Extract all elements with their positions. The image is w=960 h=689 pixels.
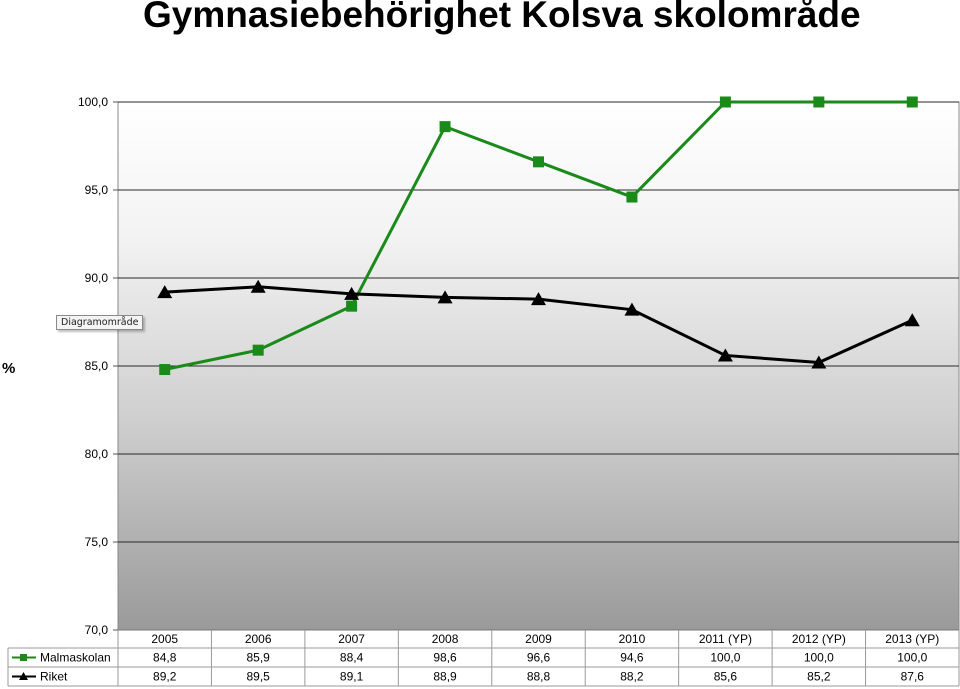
y-tick-label: 90,0: [85, 271, 109, 285]
x-tick-label: 2009: [525, 632, 552, 646]
data-point: [252, 344, 264, 356]
data-point: [346, 300, 358, 312]
y-axis: 70,0 75,0 80,0 85,0 90,0 95,0 100,0: [78, 95, 118, 637]
legend-entry: Malmaskolan: [40, 651, 111, 665]
data-point: [437, 290, 453, 304]
y-axis-label: %: [2, 360, 15, 377]
data-point: [439, 121, 451, 133]
data-table: 2005 2006 2007 2008 2009 2010 2011 (YP) 2012 (Y…: [7, 629, 960, 687]
data-point: [531, 292, 546, 306]
data-label: 88,8: [527, 670, 551, 684]
data-label: 100,0: [804, 651, 834, 665]
data-point: [157, 285, 173, 299]
data-point: [717, 348, 733, 362]
data-point: [626, 191, 638, 203]
data-label: 89,1: [340, 670, 364, 684]
data-point: [811, 355, 827, 369]
data-point: [533, 156, 544, 168]
data-label: 84,8: [153, 651, 177, 665]
data-label: 85,6: [714, 670, 738, 684]
data-label: 98,6: [433, 651, 457, 665]
y-tick-label: 95,0: [85, 183, 109, 197]
data-point: [624, 302, 640, 316]
legend-key-marker: [20, 654, 27, 661]
y-tick-label: 70,0: [85, 623, 109, 637]
data-label: 100,0: [897, 651, 927, 665]
data-label: 94,6: [620, 651, 644, 665]
data-label: 88,2: [620, 670, 644, 684]
data-point: [719, 96, 731, 108]
x-tick-label: 2007: [338, 632, 365, 646]
page-title: Gymnasiebehörighet Kolsva skolområde: [143, 0, 861, 35]
x-tick-label: 2005: [151, 632, 178, 646]
x-tick-label: 2013 (YP): [885, 632, 939, 646]
legend-key-marker: [19, 672, 28, 680]
legend-entry: Riket: [40, 670, 68, 684]
chart-area-tooltip: Diagramområde: [56, 315, 144, 330]
x-tick-label: 2006: [245, 632, 272, 646]
data-label: 96,6: [527, 651, 551, 665]
y-tick-label: 75,0: [85, 535, 109, 549]
series-layer: [157, 96, 920, 376]
y-tick-label: 100,0: [78, 95, 108, 109]
data-point: [250, 279, 266, 293]
data-label: 87,6: [901, 670, 925, 684]
data-label: 85,2: [807, 670, 831, 684]
data-label: 100,0: [710, 651, 740, 665]
data-point: [344, 286, 360, 300]
y-tick-label: 85,0: [85, 359, 109, 373]
data-label: 88,9: [433, 670, 457, 684]
y-tick-label: 80,0: [85, 447, 109, 461]
x-tick-label: 2012 (YP): [792, 632, 846, 646]
data-label: 89,5: [246, 670, 270, 684]
data-label: 85,9: [246, 651, 270, 665]
data-point: [906, 96, 918, 108]
data-point: [904, 313, 920, 327]
data-point: [813, 96, 825, 108]
data-label: 89,2: [153, 670, 177, 684]
data-point: [159, 364, 171, 376]
x-tick-label: 2011 (YP): [699, 632, 752, 646]
x-tick-label: 2008: [432, 632, 459, 646]
data-label: 88,4: [340, 651, 364, 665]
x-tick-label: 2010: [619, 632, 646, 646]
